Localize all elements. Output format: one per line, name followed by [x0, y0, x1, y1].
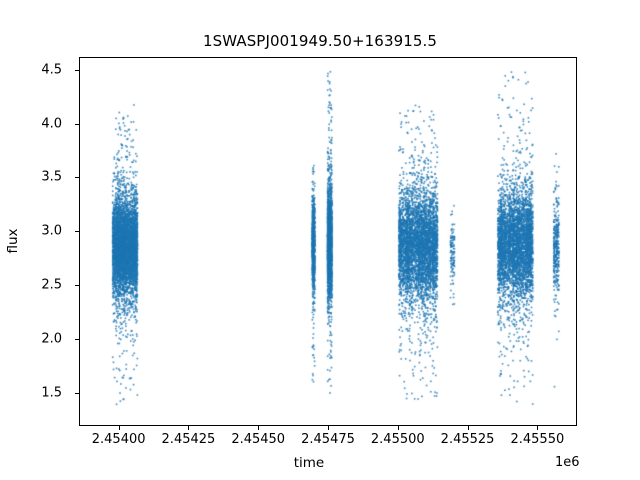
x-tick-mark	[328, 426, 329, 430]
y-tick-label: 4.0	[41, 116, 62, 132]
page-title: 1SWASPJ001949.50+163915.5	[202, 32, 438, 50]
x-tick-mark	[118, 426, 120, 430]
x-tick-label: 2.45425	[161, 432, 216, 447]
y-tick-label: 1.5	[41, 385, 62, 401]
y-tick-mark	[75, 231, 79, 233]
y-tick-label: 4.5	[41, 62, 62, 78]
x-tick-label: 2.45525	[440, 432, 495, 447]
y-tick-mark	[75, 69, 79, 71]
y-tick-label: 2.5	[41, 277, 62, 293]
x-tick-label: 2.45550	[510, 432, 565, 447]
x-axis-offset-multiplier: 1e6	[555, 455, 580, 470]
x-axis-label-text: time	[293, 455, 325, 471]
y-tick-mark	[75, 123, 79, 125]
y-tick-mark	[75, 338, 79, 340]
y-tick-mark	[75, 177, 79, 179]
x-tick-label: 2.45500	[370, 432, 425, 447]
y-tick-label: 3.5	[41, 169, 62, 185]
scatter-plot-points	[80, 58, 578, 427]
y-tick-mark	[75, 392, 79, 394]
y-axis-label: flux	[5, 228, 21, 254]
x-tick-mark	[397, 426, 399, 430]
x-tick-label: 2.45475	[301, 432, 355, 447]
x-tick-label: 2.45450	[231, 432, 286, 447]
x-tick-mark	[258, 426, 260, 430]
y-tick-label: 2.0	[41, 331, 62, 347]
x-axis-label: time	[0, 455, 640, 471]
x-tick-mark	[467, 426, 469, 430]
plot-axes-frame	[79, 57, 578, 427]
x-tick-mark	[537, 426, 539, 430]
x-tick-label: 2.45400	[91, 432, 146, 447]
y-tick-label: 3.0	[41, 223, 62, 239]
y-tick-mark	[75, 285, 79, 287]
x-tick-mark	[188, 426, 190, 430]
